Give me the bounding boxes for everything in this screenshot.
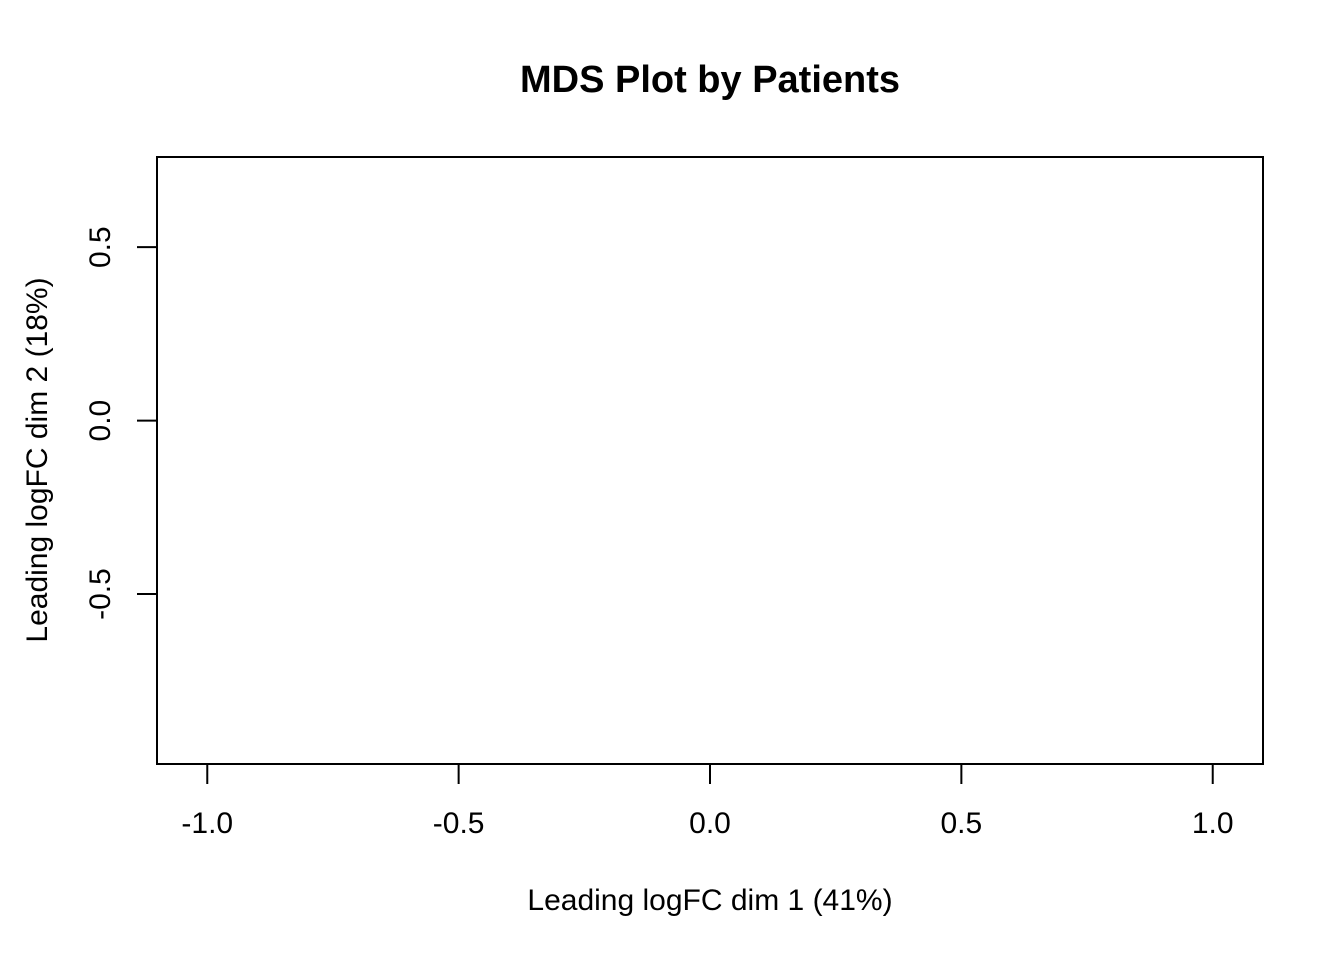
x-axis: -1.0 -0.5 0.0 0.5 1.0 [181, 763, 1234, 840]
y-tick-label: 0.0 [84, 400, 117, 442]
plot-frame [156, 156, 1264, 765]
x-axis-label: Leading logFC dim 1 (41%) [527, 884, 892, 917]
y-axis-label: Leading logFC dim 2 (18%) [21, 277, 54, 642]
x-tick-label: 0.0 [689, 807, 731, 840]
x-tick-label: -0.5 [433, 807, 485, 840]
x-tick-label: 0.5 [941, 807, 983, 840]
y-tick-label: 0.5 [84, 226, 117, 268]
chart-title: MDS Plot by Patients [520, 59, 900, 101]
y-axis: 0.5 0.0 -0.5 [84, 226, 158, 620]
x-tick-label: 1.0 [1192, 807, 1234, 840]
y-tick-label: -0.5 [84, 568, 117, 620]
x-tick-label: -1.0 [181, 807, 233, 840]
